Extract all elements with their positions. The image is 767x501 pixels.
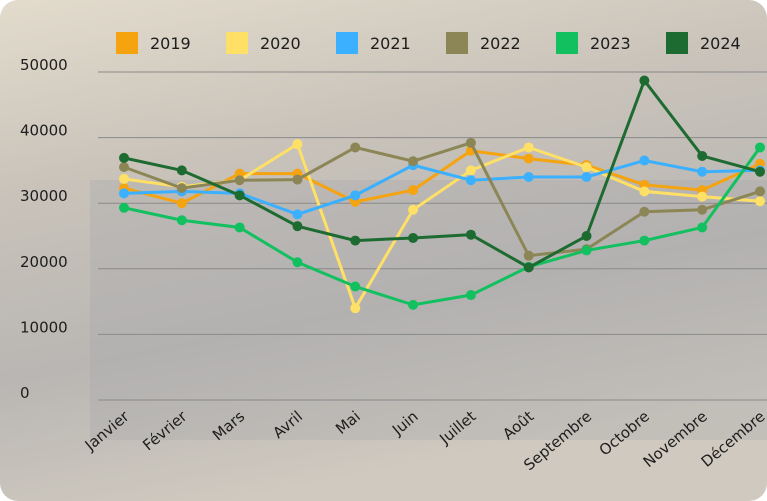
point (465, 290, 476, 301)
point (639, 206, 650, 217)
point (234, 175, 245, 186)
legend-label: 2020 (260, 34, 301, 53)
legend-swatch (556, 32, 578, 54)
point (234, 190, 245, 201)
point (581, 171, 592, 182)
point (350, 142, 361, 153)
legend-label: 2024 (700, 34, 741, 53)
point (408, 232, 419, 243)
legend-label: 2021 (370, 34, 411, 53)
y-tick-label: 0 (20, 384, 30, 402)
series-line (123, 146, 762, 307)
point (639, 235, 650, 246)
point (523, 142, 534, 153)
point (119, 202, 129, 213)
point (465, 229, 476, 240)
point (292, 221, 303, 232)
series-line (123, 159, 761, 216)
legend-swatch (336, 32, 358, 54)
legend-label: 2023 (590, 34, 631, 53)
point (234, 222, 245, 233)
legend-swatch (116, 32, 138, 54)
point (465, 165, 476, 176)
point (119, 188, 129, 199)
point (176, 183, 187, 194)
point (292, 257, 303, 268)
y-tick-label: 10000 (20, 318, 68, 336)
point (697, 222, 708, 233)
point (408, 299, 419, 310)
roof-shade (90, 180, 767, 440)
series-line (123, 141, 761, 258)
point (755, 142, 765, 153)
point (465, 175, 476, 186)
point (581, 231, 592, 241)
point (581, 245, 592, 256)
point (350, 235, 361, 246)
point (523, 262, 534, 273)
point (697, 150, 708, 161)
point (755, 166, 765, 177)
y-tick-label: 30000 (20, 187, 68, 205)
point (697, 191, 708, 202)
point (119, 152, 129, 163)
point (119, 173, 129, 184)
point (465, 137, 476, 148)
point (176, 198, 187, 209)
y-tick-label: 40000 (20, 122, 68, 140)
point (176, 215, 187, 226)
legend-label: 2022 (480, 34, 521, 53)
point (350, 303, 361, 314)
series-line (123, 149, 761, 205)
y-tick-label: 50000 (20, 56, 68, 74)
point (408, 204, 419, 215)
point (755, 196, 765, 207)
series-line (123, 77, 761, 270)
point (176, 165, 187, 176)
legend-swatch (666, 32, 688, 54)
point (755, 186, 765, 197)
point (523, 171, 534, 182)
legend-label: 2019 (150, 34, 191, 53)
point (292, 174, 303, 185)
point (639, 155, 650, 166)
point (119, 162, 129, 173)
point (408, 185, 419, 196)
point (350, 281, 361, 292)
legend-swatch (446, 32, 468, 54)
point (581, 162, 592, 173)
point (639, 75, 650, 86)
point (523, 250, 534, 261)
y-tick-label: 20000 (20, 253, 68, 271)
legend-swatch (226, 32, 248, 54)
point (697, 166, 708, 177)
point (639, 186, 650, 197)
point (292, 209, 303, 220)
point (408, 156, 419, 167)
point (523, 153, 534, 164)
point (350, 190, 361, 201)
point (697, 204, 708, 215)
point (292, 139, 303, 150)
